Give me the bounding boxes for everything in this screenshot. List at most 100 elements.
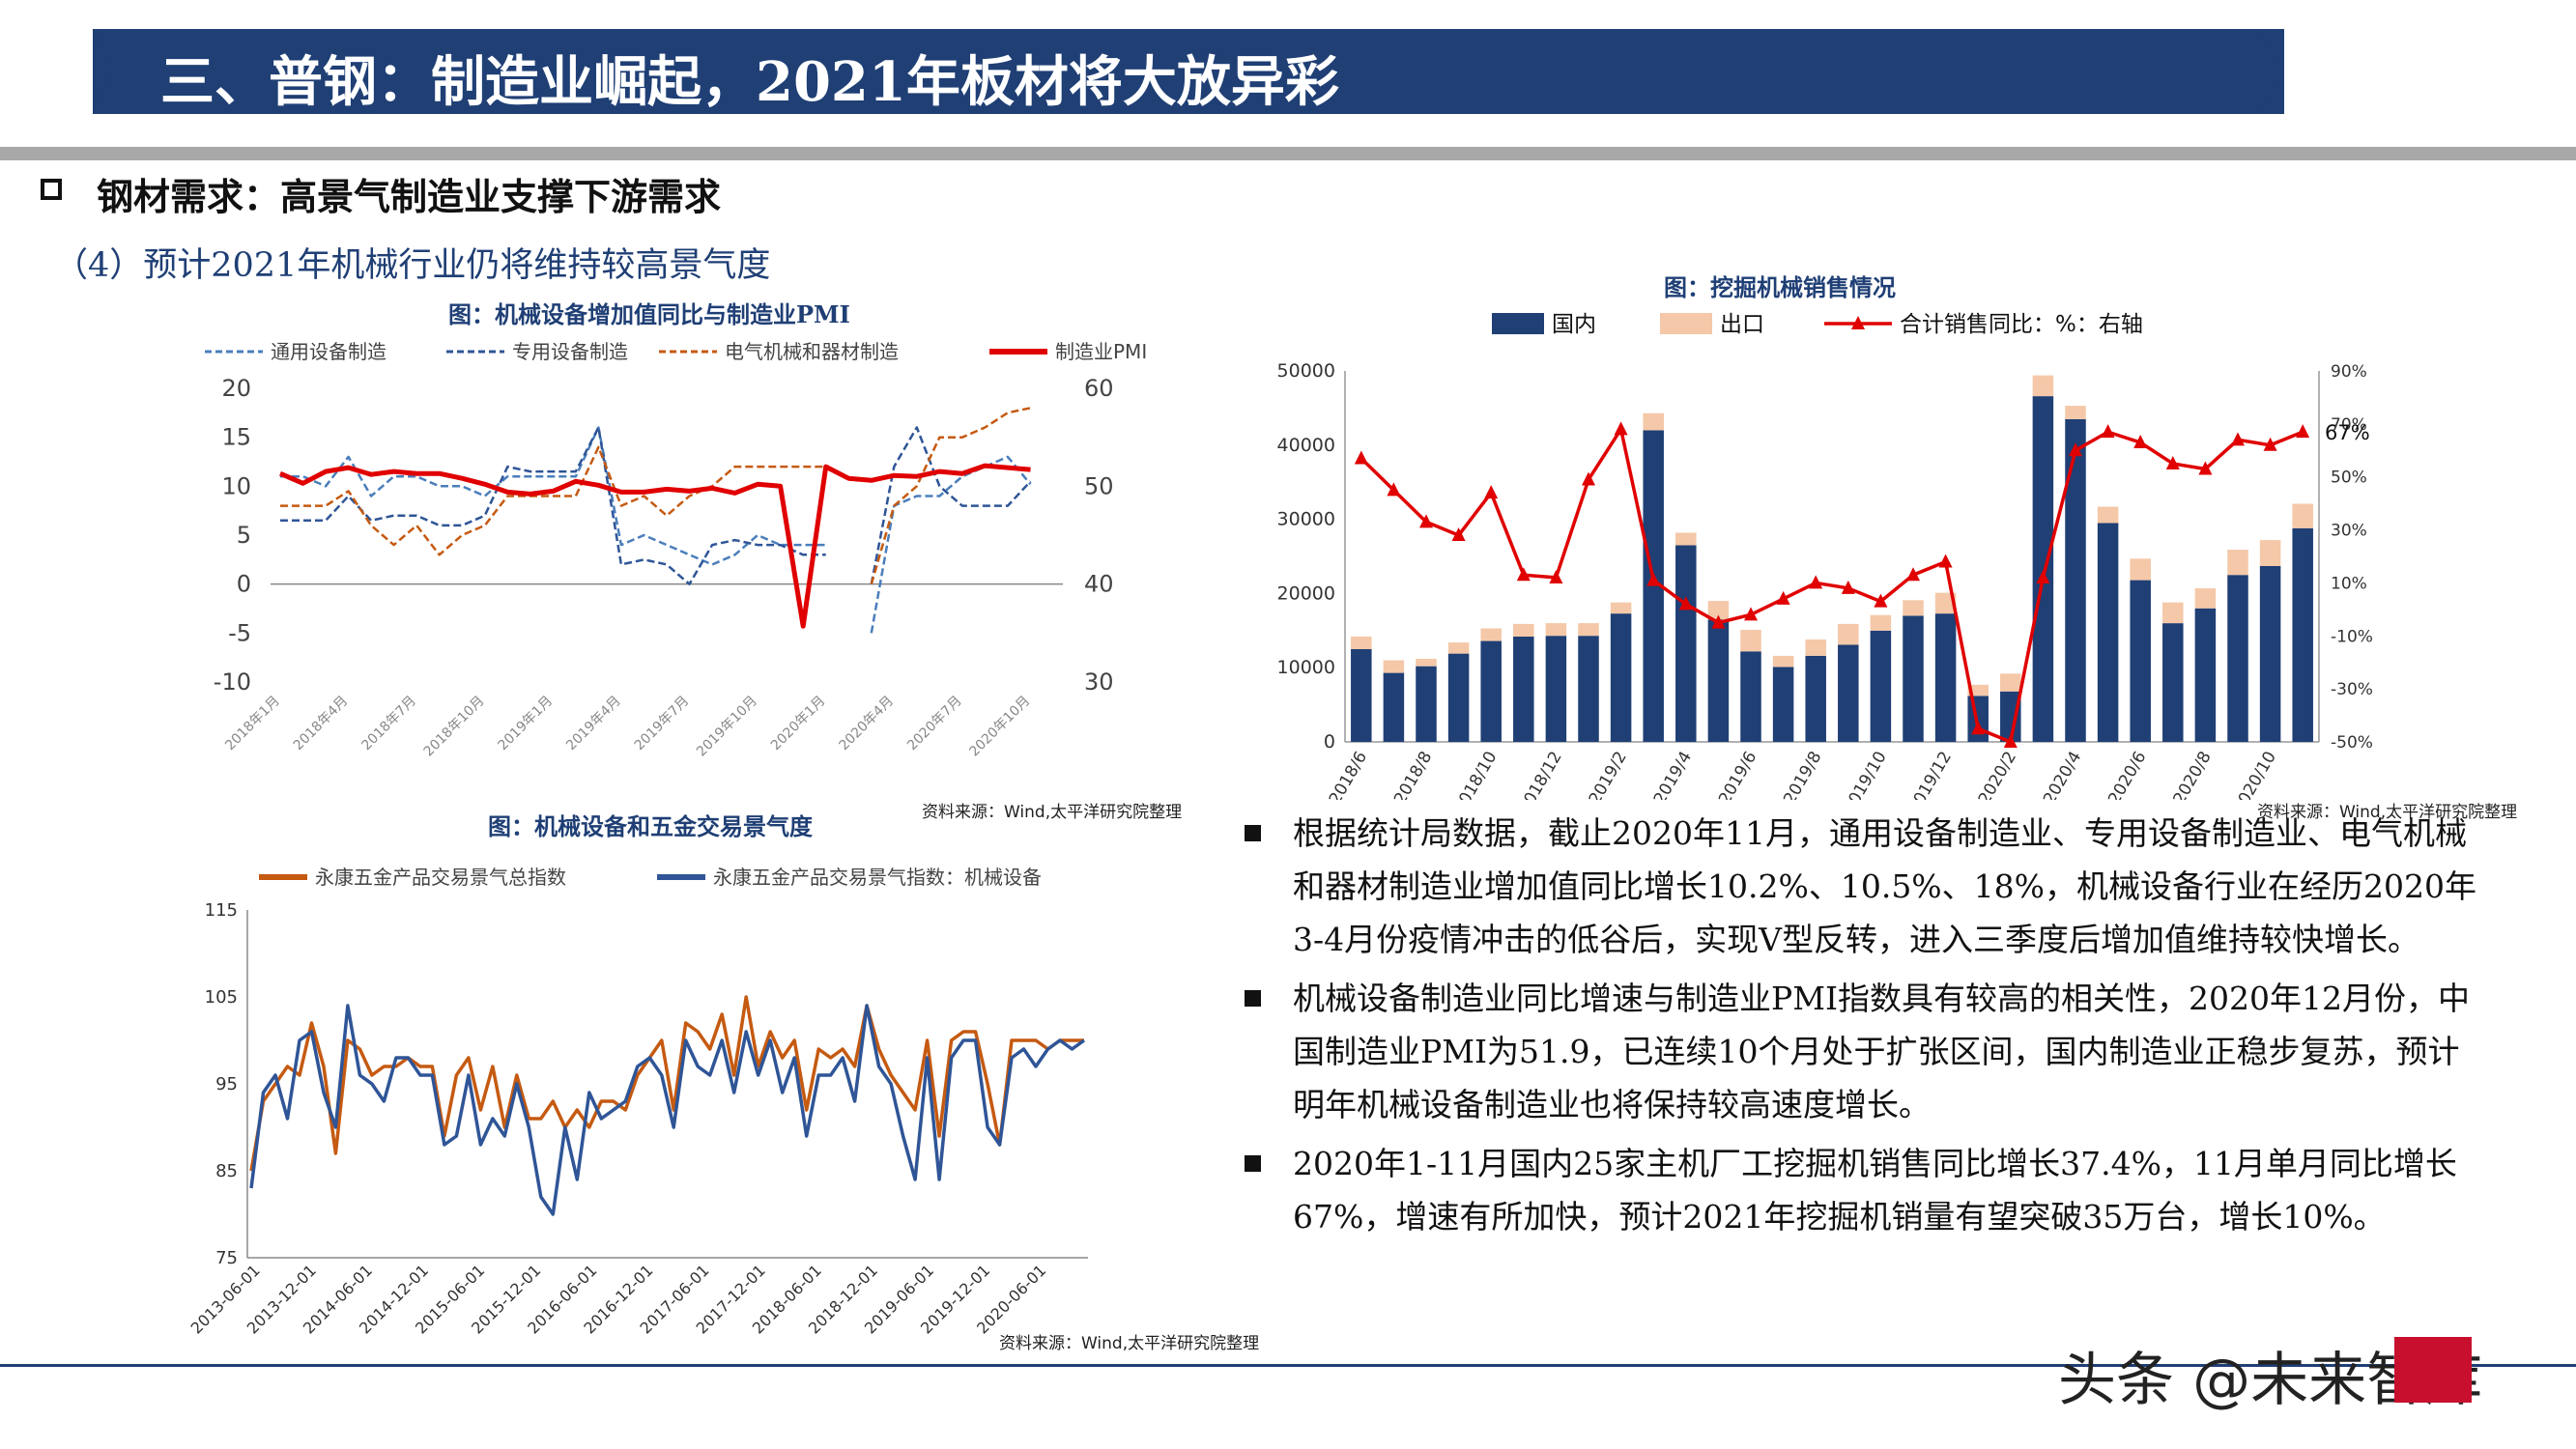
chart2-bar-export [1610,602,1632,614]
bullet-text: 机械设备制造业同比增速与制造业PMI指数具有较高的相关性，2020年12月份，中… [1293,980,2471,1123]
chart2-yoy-marker [1809,575,1823,589]
chart2-bar-domestic [2065,418,2086,742]
chart3-source: 资料来源：Wind,太平洋研究院整理 [999,1334,1260,1353]
chart2-bar-domestic [2227,575,2248,742]
chart2-yoy-marker [2101,424,2115,439]
chart2-x-tick: 2019/2 [1586,749,1631,801]
title-banner-shape [93,29,2284,114]
chart1-x-tick: 2019年7月 [632,694,693,754]
chart2-bar-export [1643,412,1664,431]
chart1-y-tick: 0 [237,571,251,598]
chart2-bar-export [1480,628,1502,641]
chart1-series-2 [280,407,1031,585]
chart2-y-tick: 0 [1324,731,1335,753]
chart2-bar-export [2292,503,2313,528]
chart1-x-tick: 2019年10月 [694,694,760,760]
chart1-source: 资料来源：Wind,太平洋研究院整理 [922,803,1183,822]
chart2-bar-domestic [1513,636,1534,742]
chart2-bar-export [1383,660,1405,673]
chart2-bar-domestic [2032,396,2054,742]
chart2-y-tick: 10000 [1277,657,1335,678]
chart2-legend-yoy-label: 合计销售同比：%：右轴 [1900,312,2143,337]
chart1-y2-tick: 60 [1084,375,1114,402]
chart2-yoy-marker [1484,485,1499,499]
chart2-x-tick: 2018/8 [1390,749,1436,801]
chart2-bar-export [1707,601,1730,620]
chart2-yoy-marker [1874,593,1888,608]
watermark-logo [2394,1337,2472,1403]
chart2-bar-export [1416,658,1437,667]
chart2-legend-yoy-marker [1851,316,1865,329]
chart2-yoy-line [1360,424,2304,745]
chart2-bar-domestic [2259,565,2281,742]
chart2-yoy-marker [2231,432,2245,446]
chart2-bar-domestic [1707,619,1730,742]
bullet-square-icon [1245,990,1261,1007]
chart2-bar-export [2032,375,2054,397]
chart1-legend-1-label: 专用设备制造 [512,340,628,363]
chart2-bar-export [1578,623,1599,637]
chart2-bar-domestic [2194,608,2217,742]
chart2-bar-export [1447,642,1470,654]
chart2-y2-tick: -50% [2331,733,2373,753]
chart2-y2-tick: 50% [2331,469,2367,488]
chart2-yoy-marker [1971,721,1986,735]
chart1-x-tick: 2018年10月 [421,694,488,760]
chart2-yoy-marker [1678,596,1693,611]
section-square-icon [41,179,62,200]
chart2-yoy-marker [1646,572,1661,586]
chart2-bar-domestic [1643,430,1664,742]
chart2-bar-export [2162,602,2184,624]
chart1-series-0 [280,426,1032,634]
chart2-bar-export [2000,673,2021,692]
chart1-y-tick: -10 [214,668,251,696]
chart2-bar-domestic [2162,623,2184,742]
chart2-y-tick: 30000 [1277,509,1335,530]
bullet-item: 2020年1-11月国内25家主机厂工挖掘机销售同比增长37.4%，11月单月同… [1237,1137,2483,1243]
chart2-yoy-marker [1906,567,1920,582]
chart2-yoy-marker [2036,569,2050,583]
chart2-x-tick: 2018/10 [1450,749,1502,801]
chart3-series-0 [249,995,1084,1172]
bullet-item: 根据统计局数据，截止2020年11月，通用设备制造业、专用设备制造业、电气机械和… [1237,807,2483,966]
chart2-yoy-marker [1711,614,1726,629]
chart2-title: 图：挖掘机械销售情况 [1664,273,1896,301]
chart2-y2-tick: 30% [2331,522,2367,541]
bullet-square-icon [1245,1155,1261,1172]
chart2-bar-export [1545,623,1567,637]
chart2-yoy-marker [1549,569,1563,583]
chart3-y-tick: 95 [215,1074,238,1094]
bullet-text: 根据统计局数据，截止2020年11月，通用设备制造业、专用设备制造业、电气机械和… [1293,814,2476,958]
chart2-yoy-marker [1744,607,1758,621]
header-divider [0,147,2576,160]
chart2-legend-domestic-label: 国内 [1552,312,1596,337]
chart1-legend-3-label: 制造业PMI [1055,340,1147,363]
chart3-series-1 [249,1004,1086,1216]
chart2-bar-domestic [1351,649,1372,742]
chart2-yoy-marker [1841,580,1855,594]
chart2-yoy-marker [1516,567,1531,582]
chart2-yoy-marker [1419,514,1433,528]
chart2-x-tick: 2018/12 [1515,749,1566,801]
chart2-bar-export [2194,588,2217,609]
chart2-source: 资料来源：Wind,太平洋研究院整理 [2257,803,2518,822]
chart3-y-tick: 105 [205,987,238,1008]
chart1-x-tick: 2019年1月 [496,694,557,754]
chart1-x-tick: 2020年1月 [768,694,829,754]
chart3-hardware-trade-index: 1151059585752013-06-012013-12-012014-06-… [187,866,1088,1338]
chart1-x-tick: 2020年7月 [904,694,965,754]
chart1-series-3 [279,463,1031,629]
chart2-bar-export [1740,630,1761,652]
chart2-x-tick: 2020/2 [1975,749,2020,801]
chart2-bar-domestic [1838,644,1859,742]
chart2-bar-domestic [1675,545,1697,742]
subsection-heading: （4）预计2021年机械行业仍将维持较高景气度 [54,246,771,285]
chart2-yoy-marker [2198,461,2213,475]
chart2-bar-export [1772,655,1794,668]
chart2-y2-tick: -10% [2331,627,2373,646]
chart2-x-tick: 2019/4 [1650,749,1696,801]
chart2-bar-domestic [2097,523,2119,742]
chart1-y-tick: 10 [221,472,251,499]
chart2-x-tick: 2019/6 [1715,749,1760,801]
